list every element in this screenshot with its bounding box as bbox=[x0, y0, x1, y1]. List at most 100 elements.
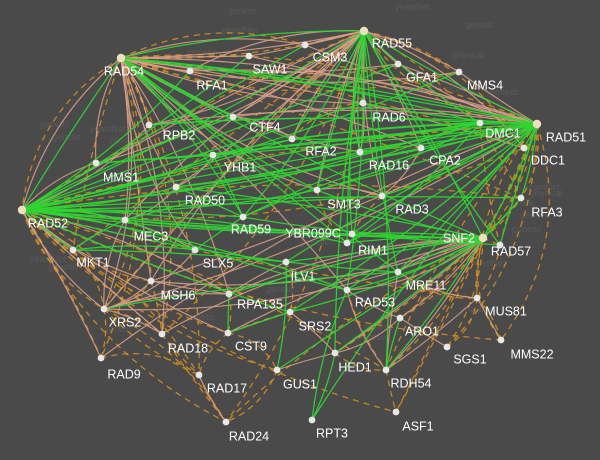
graph-node-ilv1[interactable] bbox=[282, 258, 290, 266]
graph-node-srs2[interactable] bbox=[286, 308, 294, 316]
graph-node-dmc1[interactable] bbox=[476, 119, 484, 127]
node-label-rad6: RAD6 bbox=[372, 110, 405, 124]
graph-node-rad24[interactable] bbox=[222, 418, 230, 426]
graph-node-rad55[interactable] bbox=[359, 26, 369, 36]
node-label-ctf4: CTF4 bbox=[249, 120, 280, 134]
edge-physical bbox=[397, 271, 478, 299]
background-watermark: genetic bbox=[506, 198, 536, 208]
graph-node-rad16[interactable] bbox=[356, 148, 364, 156]
node-label-rpb2: RPB2 bbox=[163, 128, 196, 142]
edge-genetic bbox=[21, 209, 278, 371]
graph-node-cst9[interactable] bbox=[224, 329, 232, 337]
background-watermark: physical bbox=[352, 152, 385, 162]
edge-yeastnet bbox=[334, 237, 484, 354]
graph-node-rad50[interactable] bbox=[172, 183, 180, 191]
graph-node-rfa2[interactable] bbox=[288, 135, 296, 143]
graph-node-slx5[interactable] bbox=[191, 246, 199, 254]
graph-node-snf2[interactable] bbox=[478, 233, 488, 243]
graph-node-cpa2[interactable] bbox=[417, 144, 425, 152]
graph-node-asf1[interactable] bbox=[392, 408, 400, 416]
node-label-mms22: MMS22 bbox=[510, 347, 553, 361]
graph-node-mus81[interactable] bbox=[473, 294, 481, 302]
background-watermark: physical bbox=[344, 222, 377, 232]
edge-yeastnet bbox=[175, 186, 484, 239]
graph-node-rad54[interactable] bbox=[116, 53, 126, 63]
graph-node-gus1[interactable] bbox=[273, 366, 281, 374]
background-watermark: genetic bbox=[104, 324, 134, 334]
graph-node-mms4[interactable] bbox=[455, 68, 463, 76]
graph-node-hed1[interactable] bbox=[331, 349, 339, 357]
graph-node-rad52[interactable] bbox=[17, 205, 27, 215]
graph-node-csm3[interactable] bbox=[301, 41, 309, 49]
edge-yeastnet bbox=[72, 249, 287, 263]
graph-node-mms1[interactable] bbox=[92, 159, 100, 167]
edge-physical bbox=[100, 123, 538, 359]
node-label-rad18: RAD18 bbox=[168, 341, 208, 355]
graph-node-yhb1[interactable] bbox=[209, 151, 217, 159]
edge-yeastnet bbox=[311, 289, 348, 421]
edge-genetic bbox=[385, 237, 484, 371]
edge-yeastnet bbox=[381, 123, 538, 197]
edge-yeastnet bbox=[72, 245, 196, 251]
edge-physical bbox=[120, 57, 230, 295]
edge-genetic bbox=[120, 32, 306, 59]
graph-node-gfa1[interactable] bbox=[394, 60, 402, 68]
graph-node-saw1[interactable] bbox=[245, 52, 253, 60]
graph-node-rad17[interactable] bbox=[195, 371, 203, 379]
graph-node-aro1[interactable] bbox=[396, 314, 404, 322]
node-label-rad9: RAD9 bbox=[107, 367, 140, 381]
node-label-smt3: SMT3 bbox=[327, 197, 360, 211]
edge-genetic bbox=[120, 57, 525, 149]
graph-node-mec3[interactable] bbox=[121, 216, 129, 224]
node-label-saw1: SAW1 bbox=[253, 62, 288, 76]
graph-node-rdh54[interactable] bbox=[382, 366, 390, 374]
background-watermark: genetic bbox=[512, 224, 542, 234]
graph-node-rpt3[interactable] bbox=[308, 416, 316, 424]
graph-node-mre11[interactable] bbox=[394, 268, 402, 276]
graph-node-mms22[interactable] bbox=[497, 336, 505, 344]
edge-yeastnet bbox=[120, 57, 484, 239]
edge-genetic bbox=[72, 249, 105, 310]
graph-node-rfa1[interactable] bbox=[186, 67, 194, 75]
node-label-mus81: MUS81 bbox=[485, 304, 527, 318]
node-label-rpt3: RPT3 bbox=[316, 426, 348, 440]
node-label-gfa1: GFA1 bbox=[406, 70, 438, 84]
edge-yeastnet bbox=[120, 30, 365, 59]
graph-node-ctf4[interactable] bbox=[229, 113, 237, 121]
graph-node-rad18[interactable] bbox=[158, 330, 166, 338]
graph-node-rad57[interactable] bbox=[496, 241, 504, 249]
graph-node-rpa135[interactable] bbox=[225, 290, 233, 298]
background-watermark: genetic bbox=[188, 47, 218, 57]
graph-node-rad9[interactable] bbox=[97, 354, 105, 362]
background-watermark: genetic bbox=[228, 6, 258, 16]
graph-node-msh6[interactable] bbox=[147, 277, 155, 285]
background-watermark: physical bbox=[452, 50, 485, 60]
edge-physical bbox=[399, 317, 448, 348]
graph-node-rad53[interactable] bbox=[343, 286, 351, 294]
node-label-mkt1: MKT1 bbox=[76, 255, 109, 269]
graph-node-mkt1[interactable] bbox=[69, 246, 77, 254]
graph-node-smt3[interactable] bbox=[313, 186, 321, 194]
edge-yeastnet bbox=[212, 154, 244, 218]
edge-physical bbox=[95, 30, 365, 164]
graph-node-rad3[interactable] bbox=[378, 192, 386, 200]
node-layer[interactable] bbox=[17, 26, 542, 426]
graph-node-rad59[interactable] bbox=[239, 213, 247, 221]
edge-physical bbox=[148, 109, 538, 126]
graph-node-rad51[interactable] bbox=[532, 119, 542, 129]
graph-node-rad6[interactable] bbox=[359, 99, 367, 107]
graph-node-rim1[interactable] bbox=[343, 239, 351, 247]
edge-yeastnet bbox=[95, 122, 481, 164]
graph-node-sgs1[interactable] bbox=[443, 343, 451, 351]
graph-node-xrs2[interactable] bbox=[100, 305, 108, 313]
graph-node-rpb2[interactable] bbox=[145, 121, 153, 129]
graph-node-ybr099c[interactable] bbox=[348, 230, 356, 238]
graph-node-rfa3[interactable] bbox=[517, 194, 525, 202]
edge-yeastnet bbox=[289, 237, 484, 313]
edge-genetic bbox=[346, 195, 383, 244]
node-label-msh6: MSH6 bbox=[161, 288, 196, 302]
graph-node-ddc1[interactable] bbox=[520, 144, 528, 152]
edge-yeastnet bbox=[499, 123, 538, 246]
